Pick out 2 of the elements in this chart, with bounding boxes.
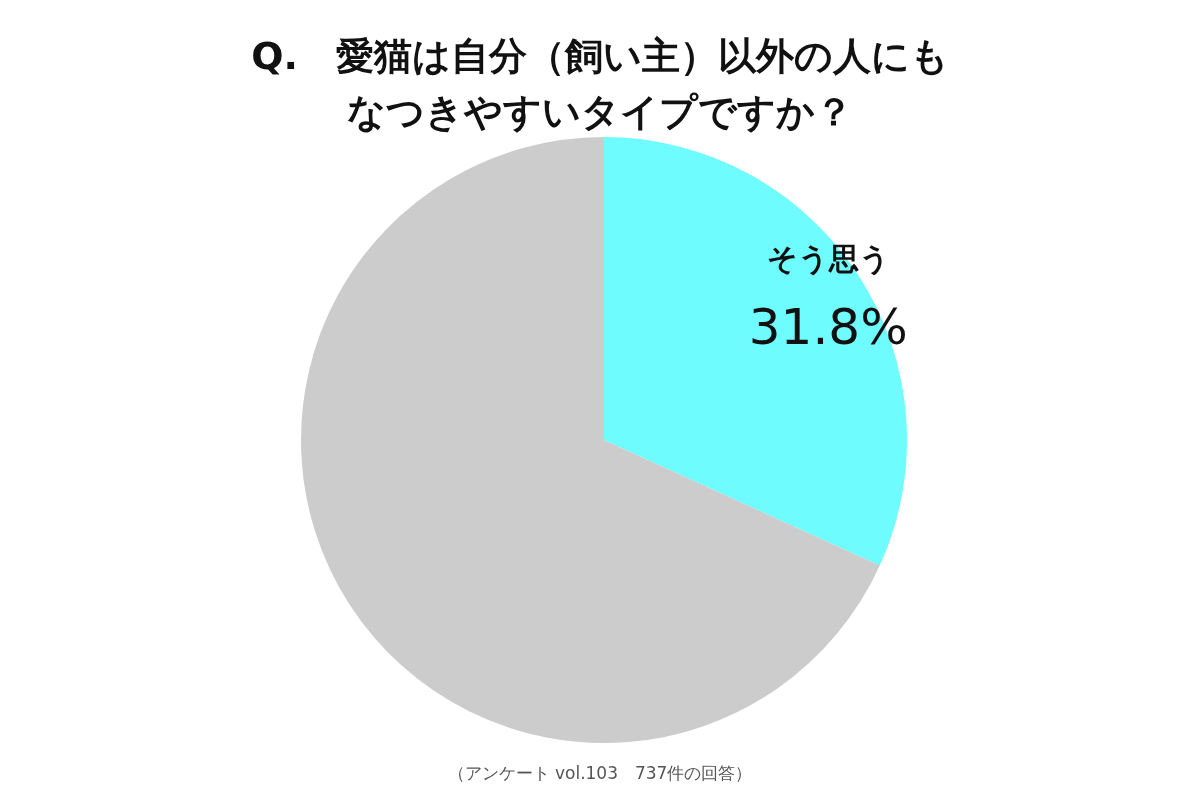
chart-title: Q. 愛猫は自分（飼い主）以外の人にもなつきやすいタイプですか？ bbox=[250, 33, 950, 136]
text: （アンケート vol.103 737件の回答） bbox=[446, 762, 754, 785]
